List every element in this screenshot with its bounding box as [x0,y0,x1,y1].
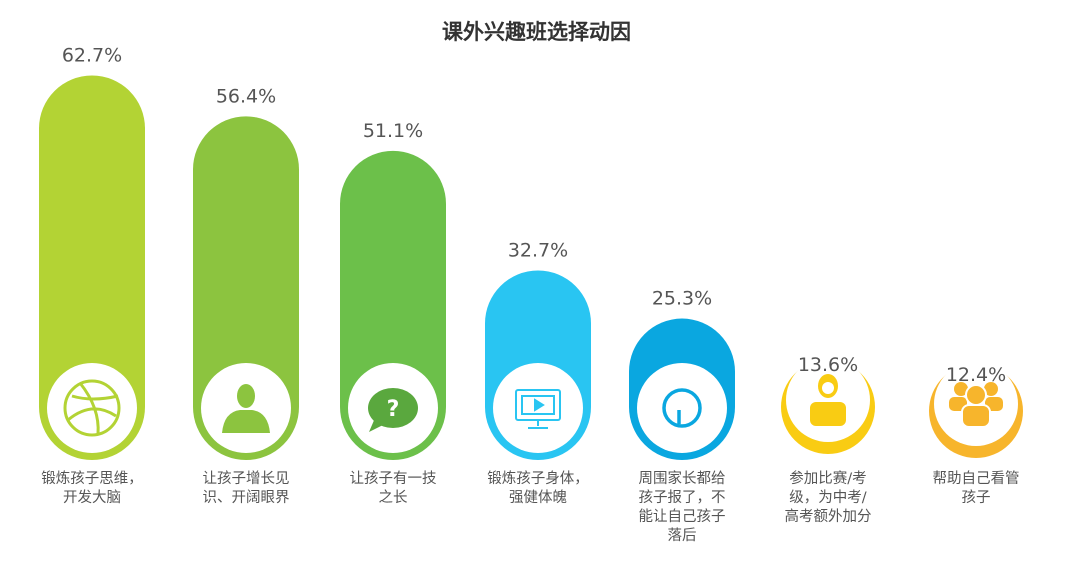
category-label: 帮助自己看管 孩子 [932,471,1020,506]
bar-4: 32.7% [485,239,591,460]
value-label: 12.4% [946,364,1006,386]
bar-5: 25.3% [629,288,735,460]
bar-icon-circle [637,363,727,453]
category-label: 让孩子有一技 之长 [349,471,437,506]
basketball-icon [63,379,121,437]
category-label: 参加比赛/考 级，为中考/ 高考额外加分 [784,471,872,525]
question-bubble-icon: ? [368,388,418,432]
category-label: 锻炼孩子身体， 强健体魄 [487,471,589,506]
power-icon [662,388,702,428]
value-label: 25.3% [652,288,712,310]
chart-title: 课外兴趣班选择动因 [442,20,631,44]
category-label: 周围家长都给 孩子报了，不 能让自己孩子 落后 [638,471,726,544]
bar-icon-circle [786,358,870,442]
bar-1: 62.7% [39,44,145,460]
person-icon [222,384,270,433]
category-label: 锻炼孩子思维， 开发大脑 [41,471,143,506]
group-icon [949,382,1003,428]
category-label: 让孩子增长见 识、开阔眼界 [202,471,290,506]
value-label: 13.6% [798,354,858,376]
student-icon [810,374,846,426]
bar-6: 13.6% [781,354,875,454]
value-label: 51.1% [363,120,423,142]
value-label: 56.4% [216,85,276,107]
value-label: 32.7% [508,239,568,261]
bar-shape [39,75,145,460]
value-label: 62.7% [62,44,122,66]
svg-text:?: ? [387,397,400,422]
monitor-play-icon [515,389,561,429]
